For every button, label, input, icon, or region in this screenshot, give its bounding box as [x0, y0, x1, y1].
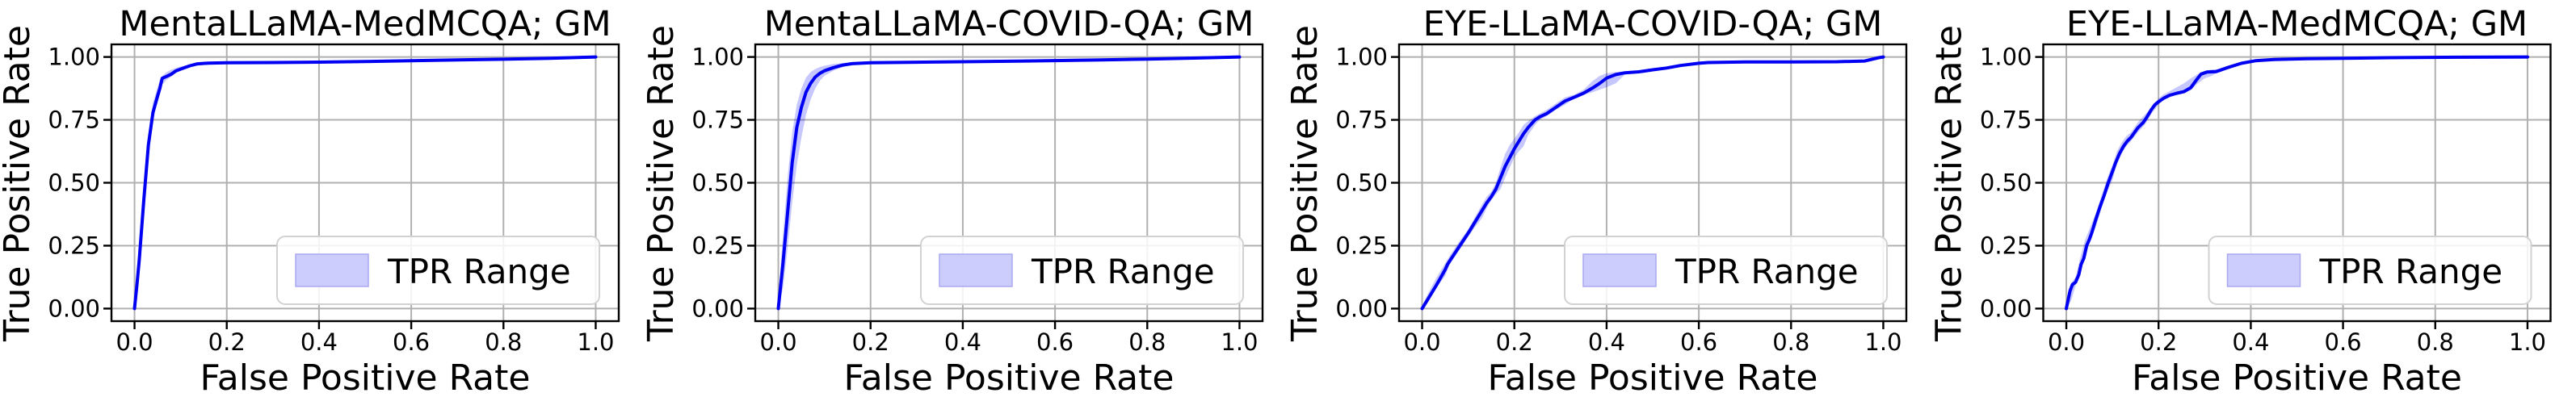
y-axis-label: True Positive Rate [0, 25, 38, 342]
x-axis-label: False Positive Rate [200, 357, 531, 397]
axes-layer: 0.0 0.2 0.4 0.6 0.8 1.0 0.00 0.25 0.50 0.75 1.00 TP… [48, 44, 620, 356]
y-tick-label: 0.00 [691, 295, 744, 322]
legend-box [920, 236, 1244, 305]
y-tick-label: 0.50 [691, 169, 744, 197]
x-tick-label: 0.4 [300, 328, 338, 356]
roc-curve [2065, 55, 2529, 311]
roc-plot-svg: 0.0 0.2 0.4 0.6 0.8 1.0 0.00 0.25 0.50 0.75 1.00 TP… [0, 4, 620, 397]
y-tick-label: 0.00 [48, 295, 100, 322]
legend: TPR Range [276, 236, 600, 305]
x-tick-label: 0.4 [944, 328, 981, 356]
legend-patch [295, 253, 369, 287]
legend-patch [1582, 253, 1657, 287]
y-axis-label: True Positive Rate [1288, 25, 1326, 342]
x-tick-label: 1.0 [577, 328, 614, 356]
x-tick-label: 0.8 [1128, 328, 1166, 356]
legend-label: TPR Range [387, 252, 571, 291]
x-tick-label: 0.0 [2048, 328, 2085, 356]
x-tick-label: 0.0 [116, 328, 153, 356]
legend: TPR Range [920, 236, 1244, 305]
legend-patch [2226, 253, 2301, 287]
x-tick-label: 0.2 [208, 328, 246, 356]
legend-box [1564, 236, 1888, 305]
y-tick-label: 1.00 [691, 44, 744, 71]
y-axis-label: True Positive Rate [644, 25, 682, 342]
y-tick-label: 0.25 [48, 232, 100, 259]
y-tick-label: 0.50 [48, 169, 100, 197]
x-tick-label: 0.2 [1496, 328, 1533, 356]
x-tick-label: 0.8 [485, 328, 522, 356]
subplot-mentallama-medmcqa: 0.0 0.2 0.4 0.6 0.8 1.0 0.00 0.25 0.50 0.75 1.00 TP… [0, 0, 644, 397]
x-tick-label: 0.4 [1588, 328, 1625, 356]
roc-plot-svg: 0.0 0.2 0.4 0.6 0.8 1.0 0.00 0.25 0.50 0.75 1.00 TP… [1931, 4, 2552, 397]
roc-plot-svg: 0.0 0.2 0.4 0.6 0.8 1.0 0.00 0.25 0.50 0.75 1.00 TP… [644, 4, 1264, 397]
roc-plot-svg: 0.0 0.2 0.4 0.6 0.8 1.0 0.00 0.25 0.50 0.75 1.00 TP… [1288, 4, 1908, 397]
y-axis-label: True Positive Rate [1931, 25, 1970, 342]
y-tick-label: 0.25 [691, 232, 744, 259]
x-tick-label: 0.0 [1403, 328, 1440, 356]
y-tick-label: 0.75 [1980, 107, 2032, 134]
y-tick-label: 0.75 [48, 107, 100, 134]
legend-label: TPR Range [1675, 252, 1859, 291]
x-axis-label: False Positive Rate [1488, 357, 1818, 397]
legend-label: TPR Range [1031, 252, 1215, 291]
x-axis-label: False Positive Rate [2132, 357, 2462, 397]
roc-curve [1420, 55, 1885, 311]
x-tick-label: 0.8 [2417, 328, 2454, 356]
axes-layer: 0.0 0.2 0.4 0.6 0.8 1.0 0.00 0.25 0.50 0.75 1.00 TP… [1980, 44, 2552, 356]
y-tick-label: 0.25 [1980, 232, 2032, 259]
x-tick-label: 1.0 [1221, 328, 1258, 356]
roc-curve [776, 55, 1242, 311]
chart-title: EYE-LLaMA-COVID-QA; GM [1423, 4, 1883, 44]
x-tick-label: 1.0 [2509, 328, 2546, 356]
x-tick-label: 0.2 [2140, 328, 2177, 356]
subplot-eye-llama-covid-qa: 0.0 0.2 0.4 0.6 0.8 1.0 0.00 0.25 0.50 0.75 1.00 TP… [1288, 0, 1931, 397]
y-tick-label: 0.00 [1335, 295, 1388, 322]
y-tick-label: 0.50 [1335, 169, 1388, 197]
y-tick-label: 0.00 [1980, 295, 2032, 322]
x-tick-label: 0.2 [852, 328, 889, 356]
y-tick-label: 0.25 [1335, 232, 1388, 259]
subplot-mentallama-covid-qa: 0.0 0.2 0.4 0.6 0.8 1.0 0.00 0.25 0.50 0.75 1.00 TP… [644, 0, 1288, 397]
y-tick-label: 0.75 [691, 107, 744, 134]
chart-title: MentaLLaMA-COVID-QA; GM [764, 4, 1254, 44]
x-tick-label: 0.6 [393, 328, 430, 356]
legend-box [2208, 236, 2532, 305]
x-tick-label: 0.8 [1772, 328, 1809, 356]
x-tick-label: 0.6 [2325, 328, 2362, 356]
x-tick-label: 1.0 [1864, 328, 1902, 356]
y-tick-label: 1.00 [48, 44, 100, 71]
legend: TPR Range [1564, 236, 1888, 305]
x-tick-label: 0.4 [2232, 328, 2269, 356]
legend-patch [939, 253, 1013, 287]
legend-box [276, 236, 600, 305]
y-tick-label: 0.50 [1980, 169, 2032, 197]
subplot-eye-llama-medmcqa: 0.0 0.2 0.4 0.6 0.8 1.0 0.00 0.25 0.50 0.75 1.00 TP… [1931, 0, 2575, 397]
legend-label: TPR Range [2319, 252, 2503, 291]
y-tick-label: 1.00 [1335, 44, 1388, 71]
y-tick-label: 1.00 [1980, 44, 2032, 71]
legend: TPR Range [2208, 236, 2532, 305]
x-tick-label: 0.6 [1036, 328, 1074, 356]
y-tick-label: 0.75 [1335, 107, 1388, 134]
x-tick-label: 0.6 [1680, 328, 1717, 356]
chart-title: MentaLLaMA-MedMCQA; GM [119, 4, 611, 44]
x-tick-label: 0.0 [759, 328, 796, 356]
roc-curve [132, 55, 598, 311]
x-axis-label: False Positive Rate [844, 357, 1175, 397]
chart-title: EYE-LLaMA-MedMCQA; GM [2066, 4, 2528, 44]
axes-layer: 0.0 0.2 0.4 0.6 0.8 1.0 0.00 0.25 0.50 0.75 1.00 TP… [691, 44, 1264, 356]
axes-layer: 0.0 0.2 0.4 0.6 0.8 1.0 0.00 0.25 0.50 0.75 1.00 TP… [1335, 44, 1908, 356]
